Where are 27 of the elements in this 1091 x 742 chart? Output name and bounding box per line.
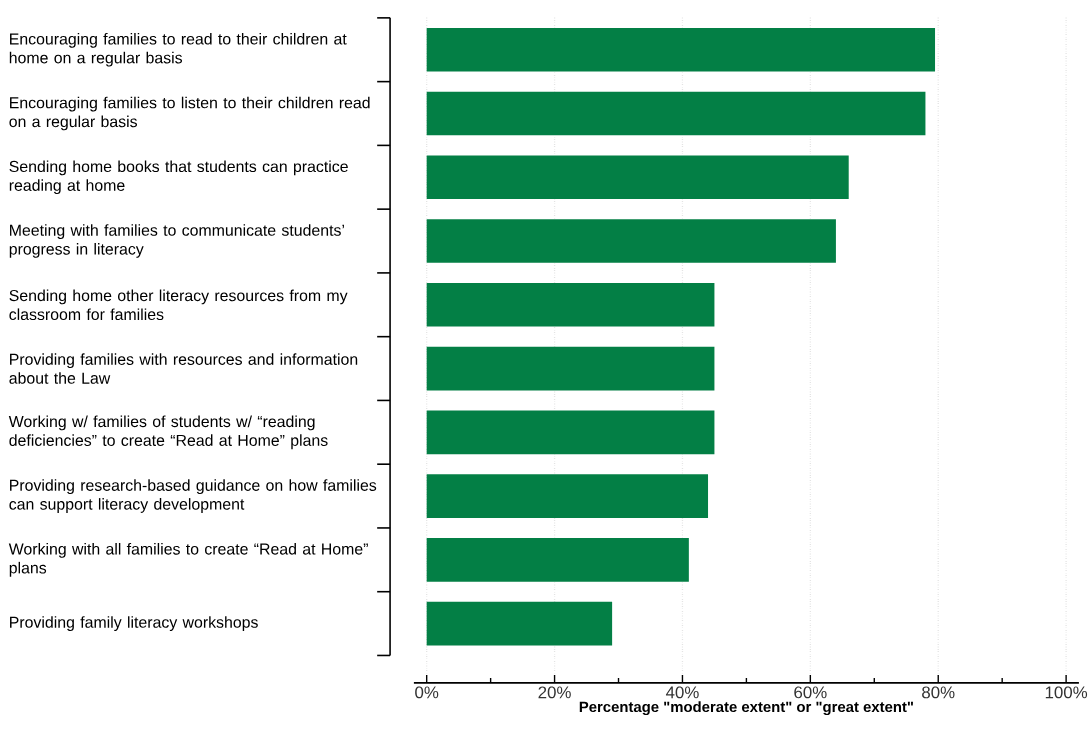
bar bbox=[426, 218, 836, 263]
bar bbox=[426, 601, 613, 646]
bar bbox=[426, 91, 926, 136]
bar bbox=[426, 346, 715, 391]
y-tick-label: Providing families with resources and information about the Law bbox=[9, 353, 358, 384]
bar bbox=[426, 155, 849, 199]
y-tick-label: Working with all families to create “Read at Home” plans bbox=[8, 542, 368, 577]
x-tick-label: 80% bbox=[922, 686, 955, 699]
y-tick-label: Working w/ families of students w/ “reading deficiencies” to create “Read at Home” plans bbox=[8, 415, 328, 449]
x-tick-label: 40% bbox=[665, 686, 699, 699]
bar bbox=[426, 27, 936, 72]
y-tick-label: Meeting with families to communicate students’ progress in literacy bbox=[9, 224, 344, 258]
y-tick-label: Sending home books that students can practice reading at home bbox=[9, 160, 348, 194]
bar bbox=[426, 474, 709, 518]
y-tick-label: Encouraging families to read to their children at home on a regular basis bbox=[9, 32, 347, 67]
bar bbox=[426, 282, 715, 327]
x-axis-title: Percentage "moderate extent" or "great extent" bbox=[579, 700, 913, 715]
x-tick-label: 0% bbox=[415, 686, 439, 699]
bar bbox=[426, 537, 689, 582]
x-tick-label: 60% bbox=[794, 686, 827, 699]
y-tick-label: Providing research-based guidance on how families can support literacy development bbox=[9, 479, 377, 513]
x-tick-label: 20% bbox=[538, 686, 571, 699]
y-tick-label: Encouraging families to listen to their children read on a regular basis bbox=[9, 96, 370, 131]
bar bbox=[426, 410, 715, 454]
y-tick-label: Providing family literacy workshops bbox=[10, 615, 258, 631]
y-tick-label: Sending home other literacy resources from my classroom for families bbox=[9, 289, 348, 320]
x-tick-label: 100% bbox=[1045, 686, 1088, 699]
